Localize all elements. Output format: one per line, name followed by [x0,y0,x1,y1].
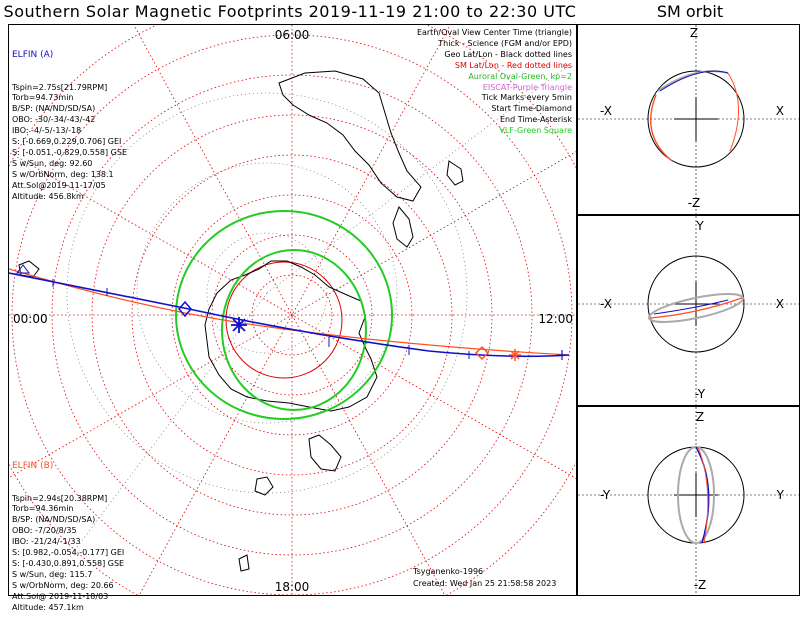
mlt-label-left: 00:00 [13,312,48,326]
legend-item: Auroral Oval-Green, kp=2 [468,71,572,81]
elfin-b-line: OBO: -7/20/8/35 [12,526,77,536]
elfin-b-line: IBO: -21/24/-1/33 [12,537,81,547]
legend-item: VLF-Green Square [499,126,572,136]
elfin-a-line: S w/Sun, deg: 92.60 [12,158,93,168]
elfin-b-line: S: [-0.430,0.891,0.558] GSE [12,558,125,568]
geo-grid [48,64,570,586]
elfin-b-start-diamond [474,345,490,361]
legend-item: EISCAT-Purple Triangle [482,82,572,92]
sm-orbit-xy-plot: Y -Y -X X [578,216,799,405]
elfin-b-line: S w/OrbNorm, deg: 20.66 [12,580,114,590]
elfin-b-line: Torb=94.36min [12,504,74,514]
elfin-a-line: B/SP: (NA/ND/SD/SA) [12,104,96,114]
view-center-triangle [16,264,30,274]
elfin-a-line: OBO: -30/-34/-43/-42 [12,115,96,125]
elfin-b-line: Altitude: 457.1km [12,602,84,612]
elfin-a-start-diamond [178,300,192,318]
model-credit: Tsyganenko-1996 [413,567,484,576]
footprint-map-panel: 06:00 00:00 12:00 18:00 ELFIN (A) Tspin=… [8,24,577,612]
elfin-b-info: ELFIN (B) Tspin=2.94s[20.38RPM] Torb=94.3… [12,439,124,635]
sm-orbit-xy-panel: Y -Y -X X [577,215,800,406]
yz-top-label: Z [696,410,704,424]
sm-orbit-xz-panel: Z -Z -X X [577,24,800,215]
xy-bottom-label: -Y [695,387,706,401]
elfin-b-track [9,268,570,356]
elfin-b-line: S w/Sun, deg: 115.7 [12,569,93,579]
elfin-a-line: IBO: -4/-5/-13/-18 [12,126,82,136]
elfin-a-lines: Tspin=2.75s[21.79RPM] Torb=94.73min B/SP: … [12,83,127,203]
xz-bottom-label: -Z [688,196,701,210]
elfin-a-line: Torb=94.73min [12,93,74,103]
legend: Earth/Oval View Center Time (triangle) Th… [417,28,572,137]
elfin-b-name: ELFIN (B) [12,460,54,471]
elfin-a-line: S: [-0.669,0.229,0.706] GEI [12,137,122,147]
footprint-map: 06:00 00:00 12:00 18:00 [9,25,576,595]
legend-item: Start Time-Diamond [491,104,572,114]
xy-left-label: -X [600,297,612,311]
legend-item: Geo Lat/Lon - Black dotted lines [444,49,572,59]
sm-orbit-yz-plot: Z -Z -Y Y [578,407,799,595]
legend-item: End Time-Asterisk [499,115,572,125]
auroral-oval [175,210,393,420]
legend-item: Thick - Science (FGM and/or EPD) [438,38,572,48]
elfin-b-line: B/SP: (NA/ND/SD/SA) [12,515,96,525]
created-timestamp: Created: Wed Jan 25 21:58:58 2023 [413,579,557,588]
legend-item: Earth/Oval View Center Time (triangle) [416,28,572,37]
yz-left-label: -Y [600,488,611,502]
mlt-label-right: 12:00 [538,312,573,326]
elfin-a-info: ELFIN (A) Tspin=2.75s[21.79RPM] Torb=94.7… [12,28,127,224]
mlt-label-top: 06:00 [275,28,310,42]
elfin-a-asterisk-right [557,350,567,360]
elfin-a-line: S: [-0.051,-0.829,0.558] GSE [12,147,127,157]
xy-top-label: Y [695,219,704,233]
yz-bottom-label: -Z [694,578,707,592]
elfin-b-line: Tspin=2.94s[20.38RPM] [12,493,108,503]
elfin-a-line: Att.Sol@2019-11-17/05 [12,180,106,190]
elfin-b-end-asterisk [509,349,521,361]
xz-right-label: X [776,104,784,118]
mlt-label-bottom: 18:00 [275,580,310,594]
sm-orbit-title: SM orbit [656,2,724,21]
xy-right-label: X [776,297,784,311]
elfin-a-ticks [52,279,470,359]
legend-item: SM Lat/Lon - Red dotted lines [454,60,572,70]
plot-title: Southern Solar Magnetic Footprints 2019-… [3,2,577,21]
sm-orbit-yz-panel: Z -Z -Y Y [577,406,800,596]
elfin-a-line: Altitude: 456.8km [12,191,84,201]
elfin-b-lines: Tspin=2.94s[20.38RPM] Torb=94.36min B/SP: … [12,494,124,614]
elfin-a-end-asterisk [231,317,247,333]
xz-left-label: -X [600,104,612,118]
elfin-a-line: S w/OrbNorm, deg: 138.1 [12,169,114,179]
yz-right-label: Y [776,488,785,502]
legend-item: Tick Marks every 5min [481,93,572,103]
elfin-a-line: Tspin=2.75s[21.79RPM] [12,82,108,92]
sm-grid [9,25,576,595]
elfin-b-line: S: [0.982,-0.054,-0.177] GEI [12,548,125,558]
elfin-a-track [9,272,570,358]
xz-top-label: Z [690,26,698,40]
elfin-b-line: Att.Sol@ 2019-11-18/03 [12,591,109,601]
sm-orbit-xz-plot: Z -Z -X X [578,25,799,214]
elfin-a-name: ELFIN (A) [12,49,54,60]
coastlines [18,70,464,572]
